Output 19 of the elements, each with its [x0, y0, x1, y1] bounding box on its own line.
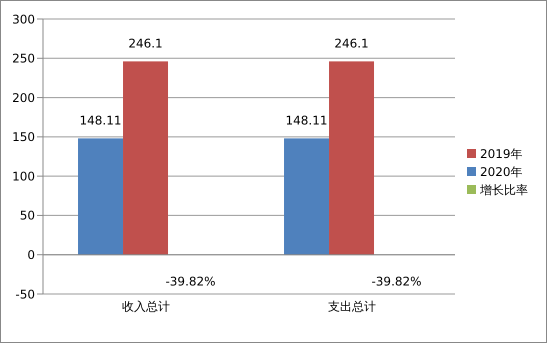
y-tick-label: 200 — [12, 90, 35, 105]
data-label: 148.11 — [286, 113, 328, 128]
data-label: 246.1 — [128, 36, 163, 50]
y-tick-label: 250 — [12, 52, 35, 66]
x-tick-label: 收入总计 — [122, 300, 170, 314]
data-label: -39.82% — [371, 274, 422, 288]
y-tick-label: 50 — [20, 208, 35, 223]
y-tick-label: 100 — [12, 169, 35, 184]
y-tick-label: 300 — [12, 12, 35, 26]
legend-label: 2020年 — [480, 164, 523, 178]
y-tick-label: 0 — [27, 248, 35, 262]
data-label: 148.11 — [80, 113, 122, 128]
y-tick-label: 150 — [12, 130, 35, 144]
x-tick-label: 支出总计 — [328, 300, 376, 314]
legend-label: 2019年 — [480, 146, 523, 160]
legend-label: 增长比率 — [480, 182, 528, 196]
y-tick-label: -50 — [15, 287, 35, 302]
data-label: -39.82% — [165, 274, 216, 288]
data-label: 246.1 — [334, 36, 369, 50]
